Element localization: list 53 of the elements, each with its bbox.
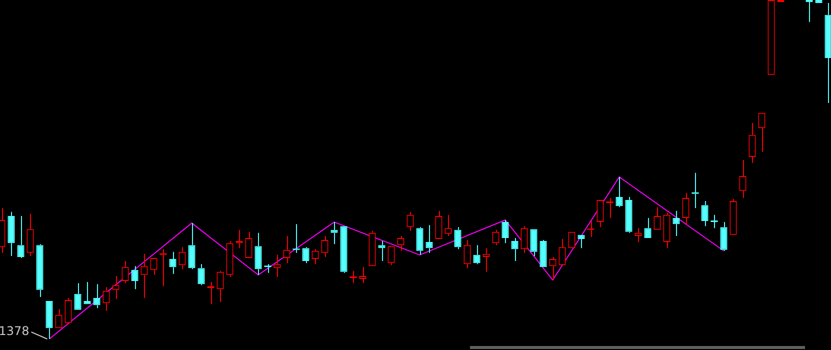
candlestick: [530, 229, 538, 256]
candlestick: [254, 232, 262, 276]
annotation: 1378: [0, 324, 30, 338]
candlestick: [321, 235, 328, 258]
candlestick: [388, 246, 395, 266]
candlestick: [302, 246, 310, 264]
candlestick: [178, 246, 186, 270]
candlestick: [482, 248, 490, 272]
candlestick: [330, 222, 338, 245]
candlestick: [359, 266, 366, 284]
candlestick: [245, 231, 252, 258]
candlestick: [596, 200, 604, 228]
candlestick: [378, 240, 386, 262]
candlestick: [730, 198, 737, 235]
candlestick: [64, 297, 72, 324]
candlestick: [226, 240, 234, 278]
candlestick: [701, 200, 708, 227]
candlestick: [502, 220, 509, 244]
candlestick: [464, 240, 471, 269]
candlestick: [558, 238, 566, 266]
candlestick: [122, 260, 129, 284]
candlestick: [274, 254, 281, 278]
candlestick: [748, 122, 756, 164]
candlestick: [426, 224, 433, 254]
candlestick: [74, 282, 82, 310]
candlestick: [654, 206, 661, 230]
candlestick: [672, 210, 680, 236]
candlestick: [739, 160, 746, 198]
candlestick: [368, 230, 376, 266]
candlestick: [84, 282, 91, 304]
candlestick: [340, 226, 348, 274]
candlestick: [26, 213, 34, 256]
candlestick: [682, 192, 690, 225]
candlestick: [435, 210, 442, 239]
candlestick: [8, 211, 15, 256]
candlestick: [520, 226, 528, 254]
candlestick: [188, 222, 196, 270]
candlestick: [102, 286, 110, 312]
candlestick: [473, 244, 480, 265]
candlestick: [824, 2, 831, 104]
candlestick: [36, 244, 44, 298]
candlestick: [540, 240, 547, 268]
candlestick: [216, 270, 224, 303]
candlestick: [758, 112, 766, 152]
candlestick: [720, 222, 728, 252]
candlestick: [663, 212, 670, 249]
candlestick: [55, 308, 62, 328]
candlestick: [625, 196, 632, 234]
candlestick: [406, 211, 414, 232]
candlestick: [634, 228, 642, 243]
candlestick: [454, 226, 462, 250]
candlestick: [198, 264, 205, 286]
candlestick: [416, 226, 424, 256]
